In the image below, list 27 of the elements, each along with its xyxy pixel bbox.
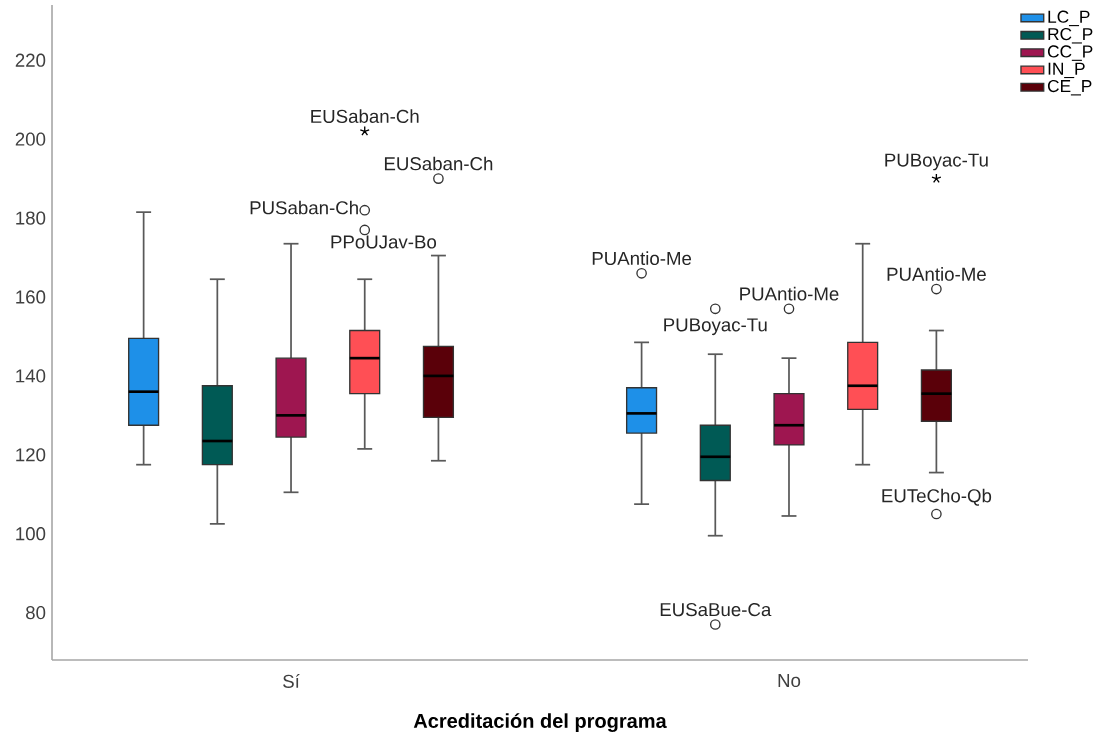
- y-tick-label: 200: [15, 132, 46, 146]
- y-tick-label: 140: [16, 369, 46, 383]
- annotation: PUSaban-Ch: [250, 200, 358, 215]
- annotation: PUAntio-Me: [740, 286, 839, 301]
- legend-label: RC_P: [1048, 27, 1093, 44]
- annotation: EUTeCho-Qb: [882, 488, 992, 506]
- legend-label: IN_P: [1048, 62, 1085, 79]
- y-tick-label: 120: [16, 448, 46, 462]
- y-tick-label: 100: [16, 527, 46, 541]
- x-axis-title: Acreditación del programa: [413, 713, 667, 733]
- legend-label: CE_P: [1047, 79, 1092, 96]
- legend-label: CC_P: [1047, 45, 1093, 61]
- annotation: EUSaban-Ch: [311, 109, 419, 123]
- annotation: PUAntio-Me: [887, 267, 986, 281]
- annotation: PUAntio-Me: [592, 251, 692, 266]
- annotation: EUSaban-Ch: [384, 156, 493, 171]
- y-tick-label: 80: [26, 606, 46, 620]
- legend-label: LC_P: [1048, 10, 1090, 27]
- y-tick-label: 160: [16, 290, 46, 304]
- x-tick-label: No: [778, 674, 801, 688]
- y-tick-label: 180: [16, 211, 46, 225]
- annotation: EUSaBue-Ca: [660, 602, 772, 617]
- x-tick-label: Sí: [283, 674, 300, 688]
- annotation: PPoUJav-Bo: [331, 235, 437, 249]
- annotation: PUBoyac-Tu: [664, 318, 767, 336]
- y-tick-label: 220: [15, 53, 46, 67]
- annotation: PUBoyac-Tu: [885, 153, 988, 171]
